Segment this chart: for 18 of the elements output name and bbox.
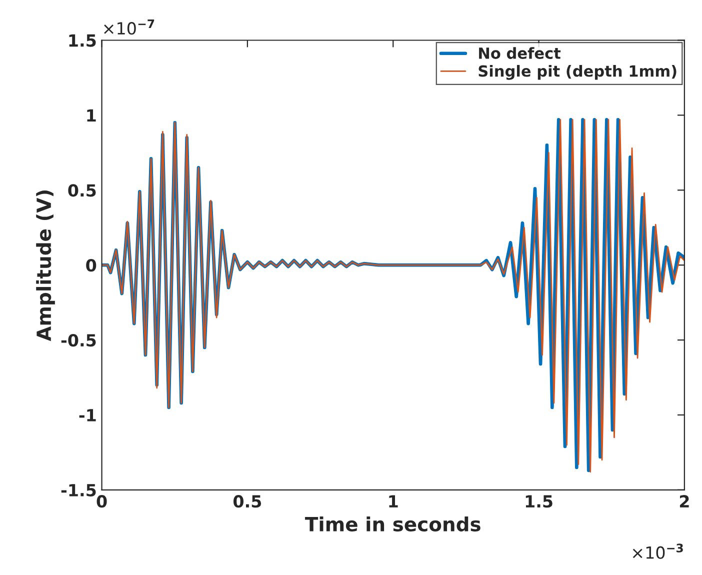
x-tick-label: 2 — [680, 495, 689, 508]
x-tick-label: 1.5 — [526, 495, 552, 508]
text: ×10$^{−7}$ — [104, 20, 154, 35]
y-tick-label: 0.5 — [68, 184, 96, 197]
y-tick-label: -1.5 — [61, 484, 96, 496]
legend-label: Single pit (depth 1mm) — [478, 64, 676, 80]
text: ×10$^{−3}$ — [632, 544, 683, 559]
y-tick-label: 1 — [87, 109, 96, 122]
y-tick-label: 1.5 — [69, 34, 96, 47]
x-tick-label: 0 — [96, 495, 107, 508]
y-axis-title: Amplitude (V) — [36, 190, 55, 342]
legend-label: No defect — [479, 47, 561, 59]
y-tick-label: 0 — [86, 259, 96, 272]
x-axis-title: Time in seconds — [305, 516, 480, 532]
x-tick-label: 0.5 — [233, 495, 262, 508]
y-tick-label: -0.5 — [61, 334, 96, 347]
y-tick-label: -1 — [79, 409, 96, 422]
x-tick-label: 1 — [389, 495, 398, 508]
